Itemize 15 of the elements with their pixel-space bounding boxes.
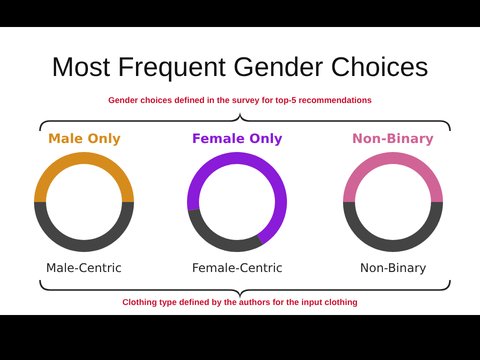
slice-label: Non-Binary xyxy=(352,132,434,147)
text: Female-Centric xyxy=(192,261,283,275)
donut-slice xyxy=(34,202,134,252)
slice-label: Female Only xyxy=(192,132,284,147)
donut-slice xyxy=(343,202,443,252)
donut-slice xyxy=(187,152,287,245)
text: Most Frequent Gender Choices xyxy=(50,52,430,83)
donut-slice xyxy=(34,152,134,202)
slice-label: Male Only xyxy=(48,132,122,147)
text: Non-Binary xyxy=(360,261,426,275)
text: Male-Centric xyxy=(46,261,122,275)
text: Gender choices defined in the survey for top-5 recommendations xyxy=(107,95,373,105)
donut-slice xyxy=(188,208,264,252)
donut-slice xyxy=(343,152,443,202)
text: Clothing type defined by the authors for the input clothing xyxy=(121,297,359,307)
